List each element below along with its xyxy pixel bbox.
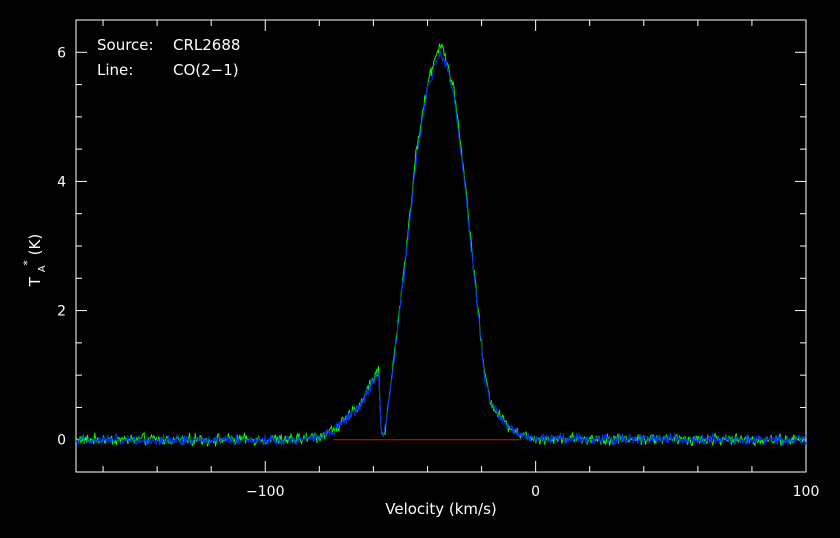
x-tick-label: −100 <box>246 484 284 500</box>
y-axis-label-unit: (K) <box>26 234 44 256</box>
plot-frame <box>75 19 807 473</box>
annotation-block: Source: CRL2688 Line: CO(2−1) <box>97 36 240 79</box>
x-tick-label: 0 <box>531 484 540 500</box>
y-axis-label: T A * (K) <box>17 234 49 287</box>
y-tick-label: 0 <box>57 433 66 449</box>
x-tick-label: 100 <box>793 484 820 500</box>
series-lines <box>75 43 807 447</box>
annotation-source-key: Source: <box>97 36 154 54</box>
y-axis-label-superscript: * <box>21 260 34 266</box>
annotation-line-value: CO(2−1) <box>173 61 239 79</box>
annotation-line-key: Line: <box>97 61 133 79</box>
axis-tick-labels: −100 0 100 0 2 4 6 <box>57 45 819 500</box>
y-tick-label: 2 <box>57 304 66 320</box>
y-axis-label-subscript: A <box>37 265 48 272</box>
x-axis-label: Velocity (km/s) <box>385 500 496 518</box>
spectrum-line-blue <box>75 51 807 447</box>
y-tick-label: 4 <box>57 174 66 190</box>
annotation-source-value: CRL2688 <box>173 36 240 54</box>
axis-ticks <box>76 19 807 473</box>
y-axis-label-main: T <box>26 276 44 287</box>
spectrum-line-green <box>75 43 807 447</box>
y-tick-label: 6 <box>57 45 66 61</box>
